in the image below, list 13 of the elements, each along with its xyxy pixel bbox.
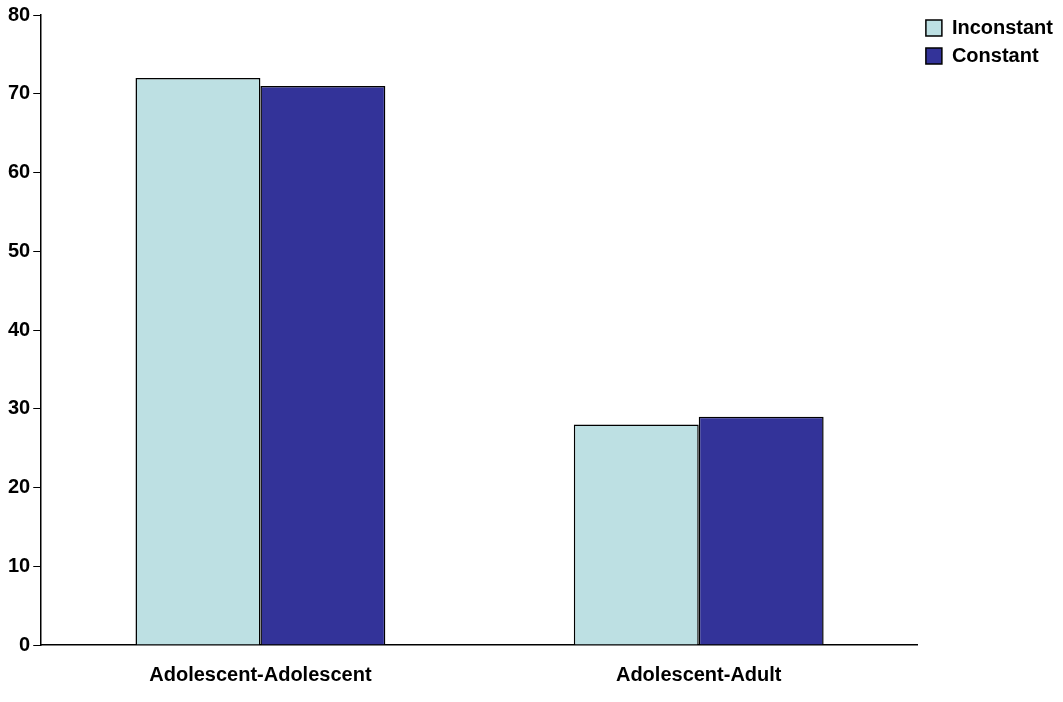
y-tick-label: 0 bbox=[19, 632, 31, 655]
y-tick-label: 80 bbox=[8, 2, 31, 25]
y-tick-label: 50 bbox=[8, 238, 31, 261]
y-tick-label: 30 bbox=[8, 396, 31, 419]
y-tick-label: 40 bbox=[8, 317, 31, 340]
y-tick-label: 60 bbox=[8, 160, 31, 183]
x-tick-label: Adolescent-Adolescent bbox=[149, 662, 372, 685]
y-tick-label: 20 bbox=[8, 475, 31, 498]
x-tick-label: Adolescent-Adult bbox=[615, 662, 782, 685]
y-tick-label: 10 bbox=[8, 553, 31, 576]
legend-label: Inconstant bbox=[951, 15, 1054, 38]
y-tick-label: 70 bbox=[8, 81, 31, 104]
legend-label: Constant bbox=[951, 43, 1039, 66]
